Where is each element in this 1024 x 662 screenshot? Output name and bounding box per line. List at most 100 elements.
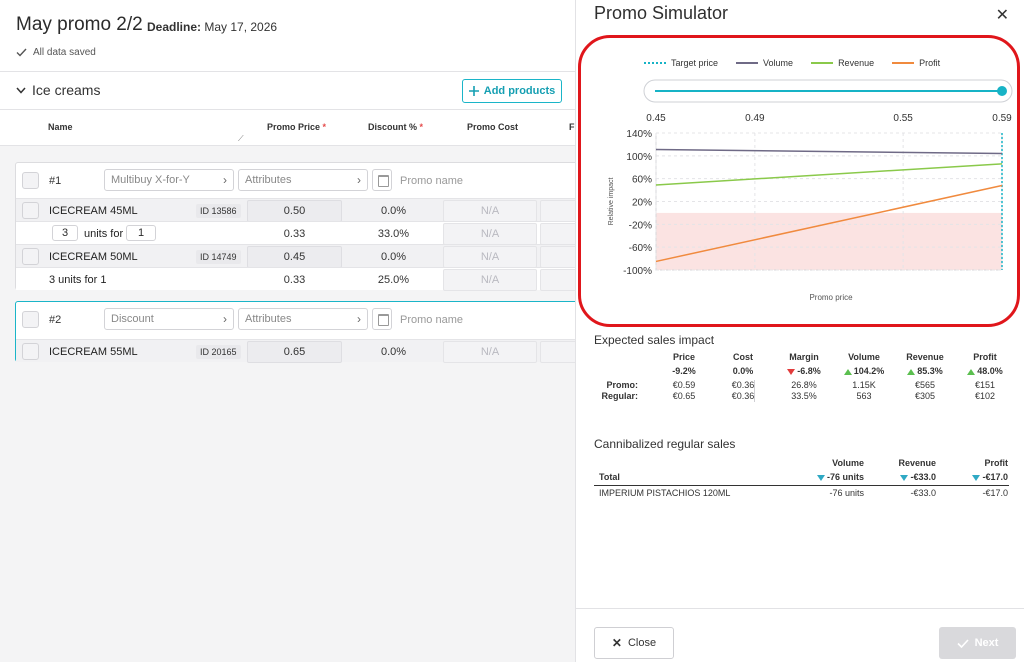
legend-item-target-price[interactable]: Target price xyxy=(644,58,718,68)
mechanic-select[interactable]: Multibuy X-for-Y › xyxy=(104,169,234,191)
resize-handle-icon[interactable]: ⟋ xyxy=(238,134,244,143)
impact-col-promo: 26.8% xyxy=(791,380,817,390)
y-tick-label: 100% xyxy=(626,152,652,163)
promo-price-cell[interactable]: 0.65 xyxy=(247,341,342,363)
units-x-input[interactable]: 3 xyxy=(52,225,78,241)
impact-title: Expected sales impact xyxy=(594,333,715,347)
product-name: ICECREAM 45ML xyxy=(49,205,138,217)
impact-divider xyxy=(754,380,755,402)
editor-header: May promo 2/2 Deadline: May 17, 2026 All… xyxy=(0,0,575,72)
promo-cost-cell: N/A xyxy=(443,223,537,245)
impact-col-pct: 0.0% xyxy=(732,366,754,376)
impact-col-pct: 104.2% xyxy=(834,366,894,376)
impact-col-promo: €565 xyxy=(914,380,936,390)
close-button[interactable]: ✕ Close xyxy=(594,627,674,659)
discount-cell[interactable]: 0.0% xyxy=(380,205,407,217)
impact-col-pct: 85.3% xyxy=(895,366,955,376)
impact-col-regular: €0.65 xyxy=(672,391,696,401)
discount-cell: 25.0% xyxy=(377,274,410,286)
col-discount[interactable]: Discount % * xyxy=(368,122,424,132)
legend-item-volume[interactable]: Volume xyxy=(736,58,793,68)
promo-cost-cell: N/A xyxy=(443,269,537,291)
legend-item-revenue[interactable]: Revenue xyxy=(811,58,874,68)
y-axis-label: Relative impact xyxy=(608,178,615,226)
can-total-label: Total xyxy=(599,472,620,482)
next-button[interactable]: Next xyxy=(939,627,1016,659)
promo-cost-cell[interactable]: N/A xyxy=(443,246,537,268)
promo-name-input[interactable]: Promo name xyxy=(400,175,463,187)
negative-impact-zone xyxy=(656,212,1002,270)
next-cell[interactable] xyxy=(540,246,575,268)
x-tick-label: 0.45 xyxy=(646,113,666,124)
impact-col-header: Profit xyxy=(973,352,997,362)
discount-cell[interactable]: 0.0% xyxy=(380,251,407,263)
promo-title: May promo 2/2 xyxy=(16,14,143,35)
promo-impact-chart: 140% 100% 60% 20% -20% -60% -100% 0.45 0.49 0.55 0… xyxy=(608,79,1013,302)
chevron-right-icon: › xyxy=(357,312,361,326)
deadline: Deadline: May 17, 2026 xyxy=(147,20,277,34)
legend-swatch xyxy=(811,62,834,64)
promo-price-cell[interactable]: 0.45 xyxy=(247,246,342,268)
promo-price-cell: 0.33 xyxy=(283,274,306,286)
save-status: All data saved xyxy=(16,47,96,58)
next-label: Next xyxy=(974,637,999,649)
trend-down-icon xyxy=(787,368,796,375)
units-y-input[interactable]: 1 xyxy=(126,225,156,241)
promo-cost-cell[interactable]: N/A xyxy=(443,200,537,222)
deadline-label: Deadline: xyxy=(147,20,202,34)
plus-icon xyxy=(468,86,479,96)
section-title: Ice creams xyxy=(32,82,101,98)
calendar-icon[interactable] xyxy=(372,169,392,191)
next-cell[interactable] xyxy=(540,200,575,222)
legend-swatch xyxy=(736,62,759,64)
can-total-volume: -76 units xyxy=(794,472,864,482)
x-tick-label: 0.49 xyxy=(745,113,765,124)
col-promo-cost[interactable]: Promo Cost xyxy=(467,122,519,132)
impact-col-header: Price xyxy=(672,352,696,362)
regular-row-label: Regular: xyxy=(601,391,638,401)
cannibalized-title: Cannibalized regular sales xyxy=(594,437,736,451)
group-checkbox[interactable] xyxy=(22,311,39,328)
product-checkbox[interactable] xyxy=(22,343,39,360)
group-checkbox[interactable] xyxy=(22,172,39,189)
promo-group: #1 Multibuy X-for-Y › Attributes › Promo… xyxy=(15,162,575,291)
check-icon xyxy=(957,638,969,648)
product-checkbox[interactable] xyxy=(22,248,39,265)
discount-cell[interactable]: 0.0% xyxy=(380,346,407,358)
product-row: ICECREAM 55ML ID 20165 0.65 0.0% N/A xyxy=(16,339,575,363)
impact-col-header: Volume xyxy=(848,352,880,362)
add-products-label: Add products xyxy=(483,85,556,97)
col-promo-price[interactable]: Promo Price * xyxy=(267,122,327,132)
impact-col-header: Revenue xyxy=(906,352,944,362)
mechanic-row: 3 units for 1 0.33 33.0% N/A xyxy=(16,221,575,245)
col-name[interactable]: Name xyxy=(48,122,73,132)
price-slider[interactable] xyxy=(643,79,1013,103)
next-cell[interactable] xyxy=(540,341,575,363)
promo-price-cell[interactable]: 0.50 xyxy=(247,200,342,222)
add-products-button[interactable]: Add products xyxy=(462,79,562,103)
promo-price-cell: 0.33 xyxy=(283,228,306,240)
y-tick-label: 140% xyxy=(626,129,652,140)
can-col-header: Volume xyxy=(832,458,864,468)
series-line-profit xyxy=(655,184,1003,263)
attributes-select[interactable]: Attributes › xyxy=(238,308,368,330)
discount-cell: 33.0% xyxy=(377,228,410,240)
impact-col-pct: 48.0% xyxy=(955,366,1015,376)
next-cell xyxy=(540,269,575,291)
deadline-value: May 17, 2026 xyxy=(204,20,278,34)
can-col-header: Profit xyxy=(984,458,1009,468)
impact-col-promo: 1.15K xyxy=(852,380,876,390)
promo-cost-cell[interactable]: N/A xyxy=(443,341,537,363)
attributes-select[interactable]: Attributes › xyxy=(238,169,368,191)
slider-handle[interactable] xyxy=(997,86,1007,96)
product-checkbox[interactable] xyxy=(22,202,39,219)
promo-name-input[interactable]: Promo name xyxy=(400,314,463,326)
can-divider xyxy=(594,485,1009,486)
promo-simulator-panel: Promo Simulator ✕ Target price Volume Re… xyxy=(575,0,1024,662)
section-toggle[interactable]: Ice creams xyxy=(16,82,100,98)
close-icon[interactable]: ✕ xyxy=(995,7,1009,24)
mechanic-select[interactable]: Discount › xyxy=(104,308,234,330)
legend-item-profit[interactable]: Profit xyxy=(892,58,940,68)
calendar-icon[interactable] xyxy=(372,308,392,330)
panel-title: Promo Simulator xyxy=(594,3,729,23)
